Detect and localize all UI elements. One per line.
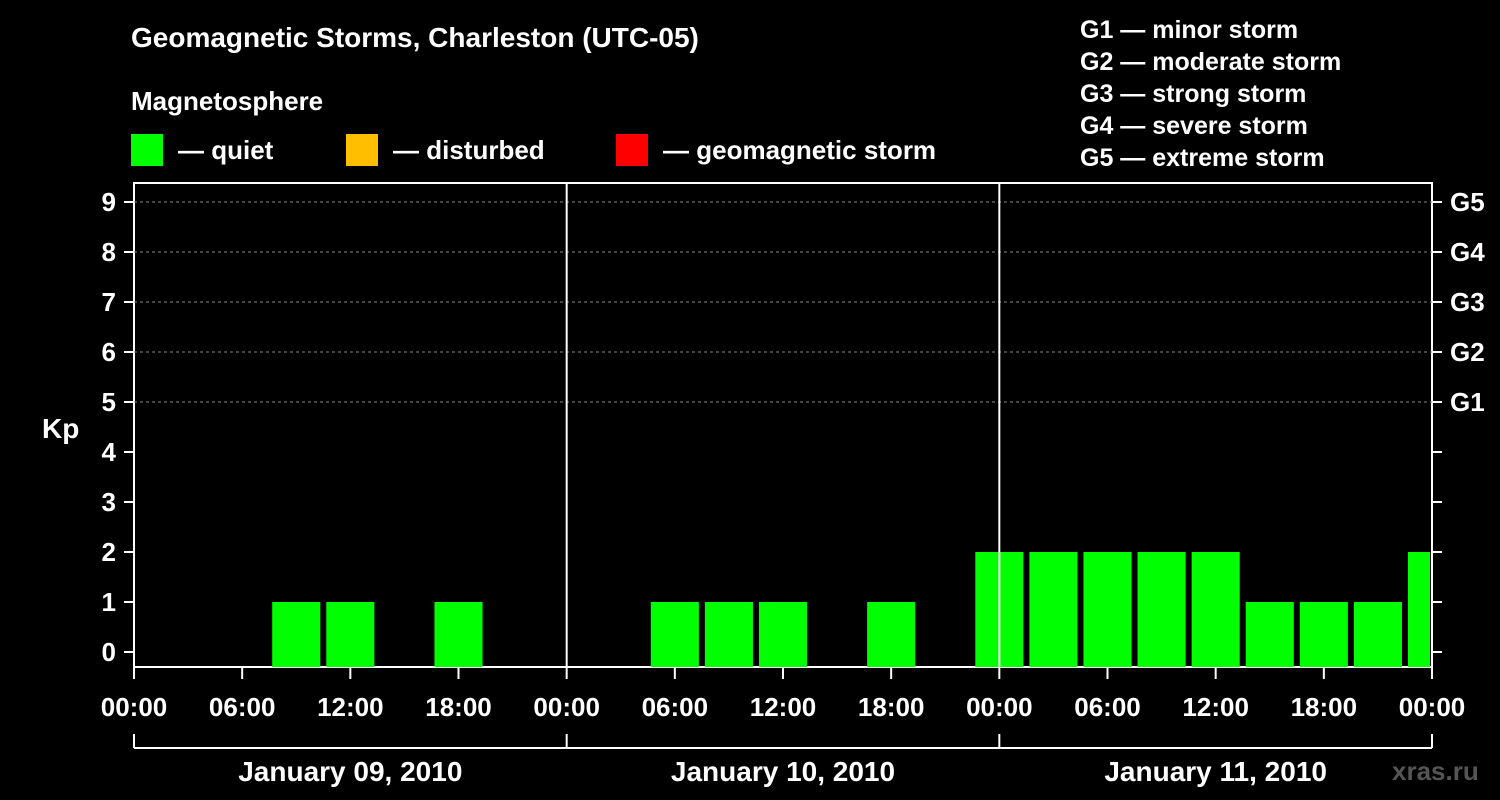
kp-bar xyxy=(272,602,321,667)
legend-storm: — geomagnetic storm xyxy=(616,133,936,167)
y-tick-label: 9 xyxy=(102,187,116,217)
x-tick-label: 06:00 xyxy=(1074,692,1141,722)
storm-scale-g1: G1 — minor storm xyxy=(1080,16,1299,44)
g-scale-label: G2 xyxy=(1450,337,1485,367)
legend-quiet-swatch xyxy=(131,134,163,166)
storm-scale-legend: G1 — minor storm G2 — moderate storm G3 … xyxy=(1080,14,1341,174)
legend-quiet: — quiet xyxy=(131,133,273,167)
kp-bar xyxy=(1299,602,1348,667)
page-title: Geomagnetic Storms, Charleston (UTC-05) xyxy=(131,22,699,53)
kp-bar xyxy=(867,602,916,667)
g-scale-label: G1 xyxy=(1450,387,1485,417)
legend-disturbed-label: — disturbed xyxy=(393,134,545,165)
day-label: January 10, 2010 xyxy=(671,756,895,787)
legend-storm-label: — geomagnetic storm xyxy=(663,134,937,165)
storm-scale-g4: G4 — severe storm xyxy=(1080,112,1308,140)
day-label: January 09, 2010 xyxy=(238,756,462,787)
legend-storm-swatch xyxy=(616,134,648,166)
g-scale-label: G5 xyxy=(1450,187,1485,217)
kp-bar xyxy=(758,602,808,667)
legend-disturbed-swatch xyxy=(346,134,378,166)
watermark: xras.ru xyxy=(1392,756,1479,786)
y-tick-label: 3 xyxy=(102,487,116,517)
storm-scale-g5: G5 — extreme storm xyxy=(1080,144,1325,172)
x-tick-label: 00:00 xyxy=(966,692,1033,722)
x-tick-label: 00:00 xyxy=(1399,692,1466,722)
kp-bar xyxy=(1083,552,1132,667)
x-tick-label: 12:00 xyxy=(750,692,817,722)
x-tick-label: 06:00 xyxy=(642,692,709,722)
day-label: January 11, 2010 xyxy=(1104,756,1327,787)
x-tick-label: 12:00 xyxy=(1182,692,1249,722)
g-scale-label: G3 xyxy=(1450,287,1485,317)
g-scale-label: G4 xyxy=(1450,237,1485,267)
magnetosphere-title: Magnetosphere xyxy=(131,86,324,116)
kp-bar xyxy=(1407,552,1430,667)
x-tick-label: 00:00 xyxy=(101,692,168,722)
y-tick-label: 8 xyxy=(102,237,116,267)
y-tick-label: 2 xyxy=(102,537,116,567)
y-tick-label: 5 xyxy=(102,387,116,417)
x-tick-label: 18:00 xyxy=(425,692,492,722)
kp-bar xyxy=(1191,552,1240,667)
kp-bar xyxy=(1353,602,1402,667)
y-tick-label: 6 xyxy=(102,337,116,367)
storm-scale-g2: G2 — moderate storm xyxy=(1080,48,1342,76)
legend-disturbed: — disturbed xyxy=(346,133,545,167)
x-tick-label: 00:00 xyxy=(533,692,600,722)
y-axis-label: Kp xyxy=(42,413,79,444)
legend-quiet-label: — quiet xyxy=(178,134,274,165)
kp-bar xyxy=(1137,552,1186,667)
kp-bar xyxy=(434,602,483,667)
kp-bar xyxy=(1245,602,1294,667)
y-tick-label: 0 xyxy=(102,637,116,667)
x-tick-label: 18:00 xyxy=(1291,692,1358,722)
x-tick-label: 12:00 xyxy=(317,692,384,722)
x-tick-label: 06:00 xyxy=(209,692,276,722)
y-tick-label: 4 xyxy=(102,437,117,467)
kp-bar xyxy=(650,602,699,667)
kp-bar xyxy=(326,602,375,667)
y-tick-label: 1 xyxy=(102,587,116,617)
x-tick-label: 18:00 xyxy=(858,692,925,722)
kp-bar xyxy=(1029,552,1078,667)
kp-bar xyxy=(704,602,753,667)
y-tick-label: 7 xyxy=(102,287,116,317)
storm-scale-g3: G3 — strong storm xyxy=(1080,80,1307,108)
